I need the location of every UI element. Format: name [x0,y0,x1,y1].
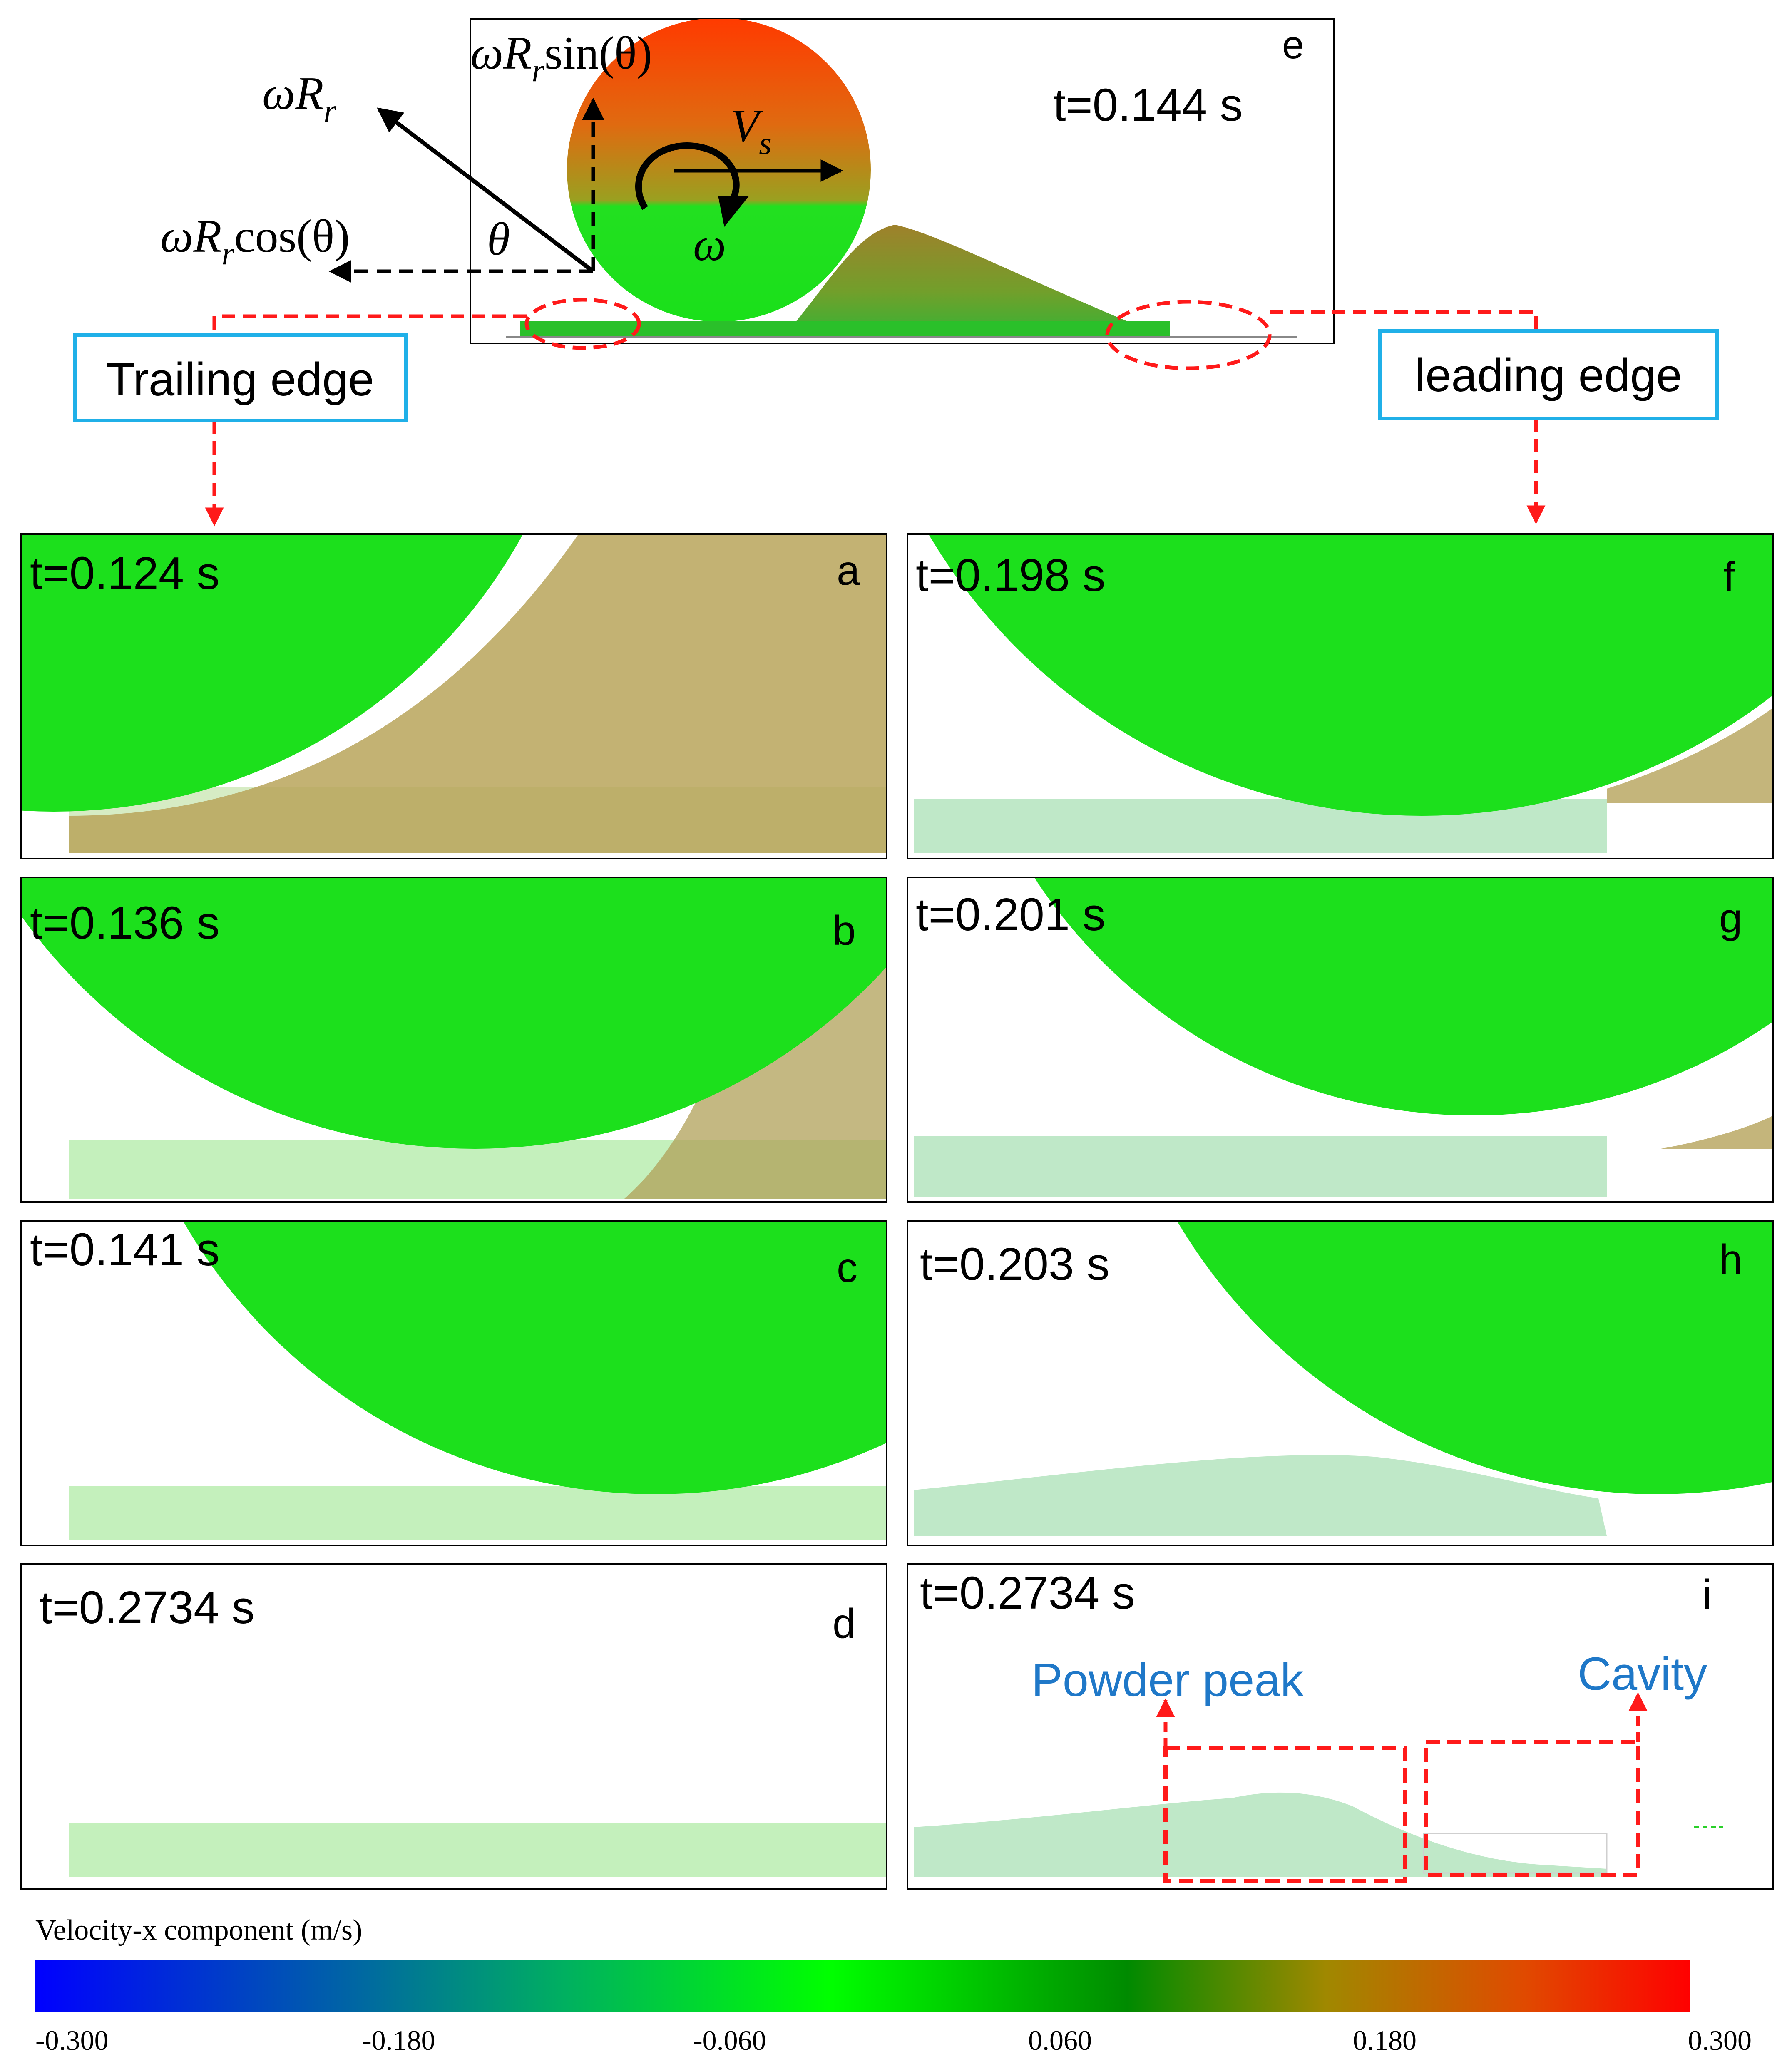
roller-section [21,877,887,1149]
spread-layer [520,321,1170,337]
substrate-line [506,336,1297,338]
panel-c: t=0.141 s c [20,1220,887,1546]
panel-label: c [837,1244,857,1291]
roller-section [928,534,1773,816]
panel-time: t=0.141 s [30,1224,220,1275]
panel-label: a [837,547,860,594]
panel-label: b [833,907,856,954]
trailing-connector [212,314,527,335]
panel-i: t=0.2734 s i Powder peak Cavity [907,1563,1774,1890]
leading-connector [1270,310,1538,341]
omega-label: ω [693,219,726,271]
roller-section [21,534,523,812]
omega-rotation-arrow [635,142,740,210]
particle-bed [914,1792,1607,1877]
colorbar-tick: -0.300 [35,2024,109,2056]
colorbar-tick: -0.180 [362,2024,435,2056]
colorbar-tick: -0.060 [693,2024,766,2056]
moving-powder [69,534,887,853]
roller-section [183,1221,887,1494]
panel-time: t=0.198 s [916,550,1106,601]
particle-bed [69,1823,887,1877]
panel-time: t=0.136 s [30,897,220,949]
colorbar: Velocity-x component (m/s) -0.300 -0.180… [35,1914,1752,2056]
overview-panel: e t=0.144 s ωRr ωRrsin(θ) ωRrcos(θ) θ ω … [160,18,1335,370]
theta-label: θ [487,214,510,265]
colorbar-tick: 0.300 [1688,2024,1752,2056]
panel-label: i [1703,1571,1712,1618]
panel-time: t=0.2734 s [40,1582,255,1633]
colorbar-gradient [35,1960,1690,2012]
powder-peak-label: Powder peak [1031,1654,1304,1706]
particle-bed [914,1136,1607,1197]
omega-arrowhead [718,196,749,227]
leading-edge-ellipse [1105,300,1272,370]
panel-label: d [833,1600,856,1647]
panel-a: t=0.124 s a [20,533,887,859]
panel-time: t=0.203 s [920,1239,1110,1290]
particle-bed [69,1486,887,1540]
panel-f: t=0.198 s f [907,533,1774,859]
colorbar-tick: 0.060 [1028,2024,1092,2056]
cavity-label: Cavity [1578,1648,1707,1700]
panel-d: t=0.2734 s d [20,1563,887,1890]
vector-cos-label: ωRrcos(θ) [160,211,350,271]
powder-pile [783,225,1166,337]
vector-radial-arrow [377,107,595,273]
overview-label: e [1282,23,1304,67]
moving-powder [1661,1115,1773,1149]
panel-h: t=0.203 s h [907,1220,1774,1546]
panel-label: f [1723,554,1735,600]
vs-label: Vs [731,100,772,161]
vector-sin-label: ωRrsin(θ) [470,27,652,88]
colorbar-title: Velocity-x component (m/s) [35,1914,362,1946]
roller-section [1034,877,1773,1115]
panel-g: t=0.201 s g [907,877,1774,1203]
leading-edge-label: leading edge [1415,349,1682,401]
trailing-edge-box [73,333,408,422]
moving-powder [1607,708,1773,803]
particle-bed [914,1455,1607,1536]
powder-peak-box [1163,1746,1407,1883]
vector-radial-label: ωRr [262,68,337,129]
panel-b: t=0.136 s b [20,877,887,1203]
panel-label: h [1719,1236,1742,1283]
colorbar-tick: 0.180 [1353,2024,1417,2056]
overview-time: t=0.144 s [1053,79,1243,131]
leading-edge-box [1378,329,1719,420]
roller-section [1177,1221,1773,1494]
trailing-edge-ellipse [524,298,641,350]
panel-time: t=0.124 s [30,548,220,599]
panel-time: t=0.2734 s [920,1567,1135,1619]
panel-time: t=0.201 s [916,889,1106,940]
panel-label: g [1719,895,1742,941]
trailing-edge-label: Trailing edge [106,353,374,405]
